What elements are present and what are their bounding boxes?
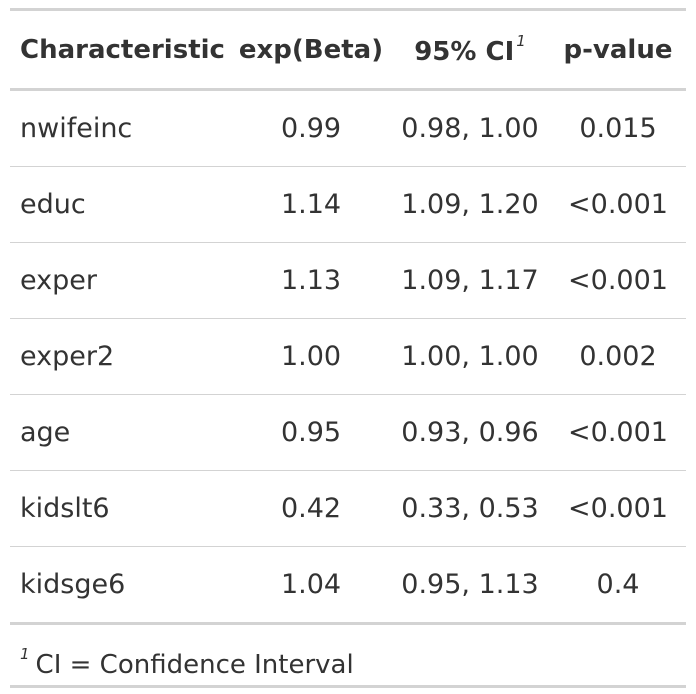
- cell-exp-beta: 1.00: [280, 341, 342, 372]
- header-row: Characteristic exp(Beta) 95% CI 1 p-value: [10, 9, 686, 90]
- cell-exp-beta: 0.95: [280, 417, 342, 448]
- header-ci: 95% CI 1: [390, 10, 550, 90]
- cell-p-value: 0.002: [579, 341, 657, 372]
- footnote-mark: 1: [20, 645, 30, 663]
- cell-ci: 0.93, 0.96: [401, 417, 539, 448]
- cell-characteristic: kidsge6: [20, 569, 126, 600]
- header-ci-label: 95% CI: [414, 37, 515, 67]
- cell-p-value: 0.015: [579, 113, 657, 144]
- cell-characteristic: educ: [20, 189, 86, 220]
- cell-characteristic: age: [20, 417, 71, 448]
- cell-characteristic: nwifeinc: [20, 113, 133, 144]
- header-p-value: p-value: [563, 34, 673, 65]
- cell-exp-beta: 1.04: [280, 569, 342, 600]
- cell-exp-beta: 0.42: [280, 493, 342, 524]
- cell-p-value: <0.001: [568, 493, 668, 524]
- cell-p-value: 0.4: [596, 569, 640, 600]
- table-row: nwifeinc 0.99 0.98, 1.00 0.015: [10, 90, 686, 167]
- header-characteristic: Characteristic: [20, 34, 225, 65]
- header-ci-footnote-mark: 1: [516, 32, 526, 50]
- table-row: educ 1.14 1.09, 1.20 <0.001: [10, 166, 686, 243]
- cell-exp-beta: 1.13: [280, 265, 342, 296]
- cell-characteristic: exper: [20, 265, 97, 296]
- cell-ci: 0.33, 0.53: [401, 493, 539, 524]
- cell-ci: 1.00, 1.00: [401, 341, 539, 372]
- cell-ci: 0.95, 1.13: [401, 569, 539, 600]
- cell-characteristic: kidslt6: [20, 493, 110, 524]
- table-body: nwifeinc 0.99 0.98, 1.00 0.015 educ 1.14…: [10, 90, 686, 624]
- cell-p-value: <0.001: [568, 417, 668, 448]
- table-row: exper 1.13 1.09, 1.17 <0.001: [10, 242, 686, 319]
- table-row: kidsge6 1.04 0.95, 1.13 0.4: [10, 546, 686, 624]
- cell-p-value: <0.001: [568, 189, 668, 220]
- table-footnote: 1 CI = Confidence Interval: [10, 625, 686, 688]
- cell-exp-beta: 0.99: [280, 113, 342, 144]
- footnote-text: CI = Confidence Interval: [35, 650, 354, 680]
- cell-ci: 1.09, 1.17: [401, 265, 539, 296]
- cell-exp-beta: 1.14: [280, 189, 342, 220]
- table-row: age 0.95 0.93, 0.96 <0.001: [10, 394, 686, 471]
- table-header: Characteristic exp(Beta) 95% CI 1 p-value: [10, 9, 686, 90]
- regression-table-container: Characteristic exp(Beta) 95% CI 1 p-value…: [10, 8, 686, 688]
- cell-ci: 0.98, 1.00: [401, 113, 539, 144]
- regression-table: Characteristic exp(Beta) 95% CI 1 p-value…: [10, 8, 686, 625]
- table-row: exper2 1.00 1.00, 1.00 0.002: [10, 318, 686, 395]
- cell-characteristic: exper2: [20, 341, 115, 372]
- header-exp-beta: exp(Beta): [238, 34, 384, 65]
- cell-p-value: <0.001: [568, 265, 668, 296]
- table-row: kidslt6 0.42 0.33, 0.53 <0.001: [10, 470, 686, 547]
- cell-ci: 1.09, 1.20: [401, 189, 539, 220]
